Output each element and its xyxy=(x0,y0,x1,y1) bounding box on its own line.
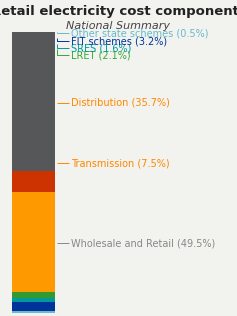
Bar xyxy=(12,171,55,192)
Bar xyxy=(12,32,55,171)
Text: FIT schemes (3.2%): FIT schemes (3.2%) xyxy=(71,36,167,46)
Text: Other state schemes (0.5%): Other state schemes (0.5%) xyxy=(71,28,209,38)
Bar xyxy=(12,302,55,312)
Bar xyxy=(12,292,55,298)
Bar xyxy=(12,192,55,292)
Text: National Summary: National Summary xyxy=(67,21,170,31)
Bar xyxy=(12,298,55,302)
Bar xyxy=(12,312,55,313)
Text: LRET (2.1%): LRET (2.1%) xyxy=(71,51,131,60)
Text: Wholesale and Retail (49.5%): Wholesale and Retail (49.5%) xyxy=(71,238,215,248)
Text: Transmission (7.5%): Transmission (7.5%) xyxy=(71,158,170,168)
Text: Retail electricity cost components: Retail electricity cost components xyxy=(0,5,237,18)
Text: Distribution (35.7%): Distribution (35.7%) xyxy=(71,98,170,107)
Text: SRES (1.6%): SRES (1.6%) xyxy=(71,44,132,53)
